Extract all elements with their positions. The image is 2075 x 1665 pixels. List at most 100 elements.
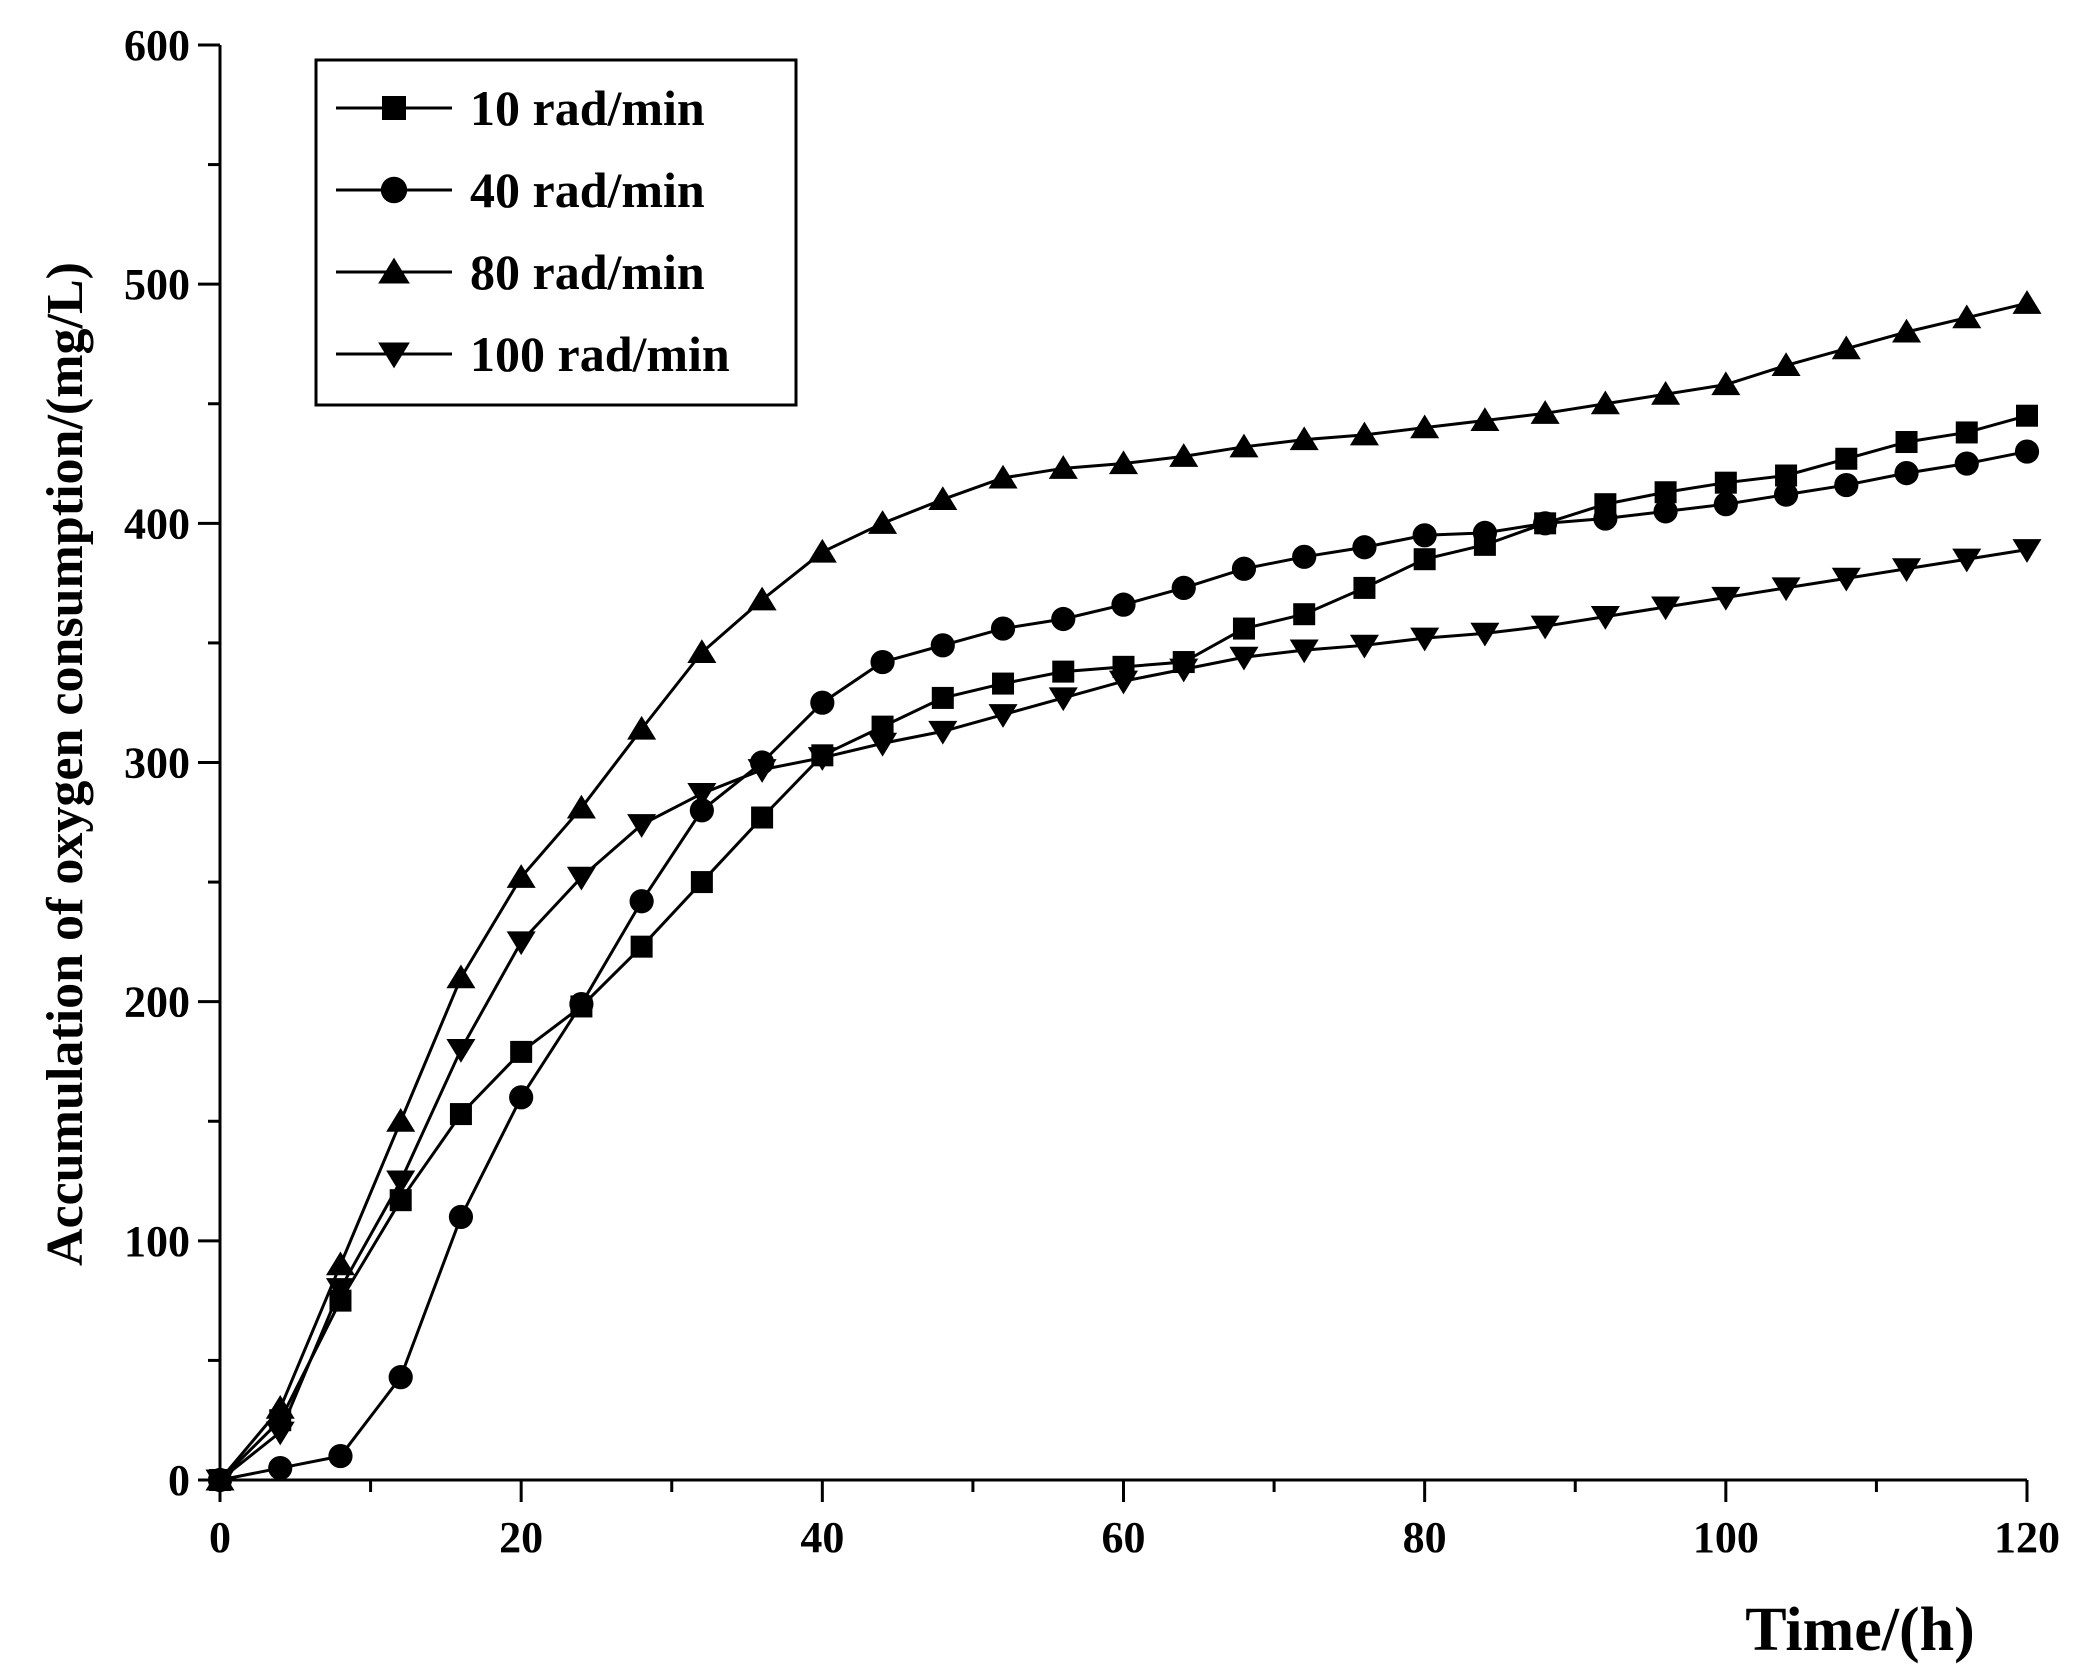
data-point (928, 720, 958, 745)
series-layer (205, 290, 2042, 1494)
data-point (1954, 451, 1979, 476)
data-point (389, 1189, 412, 1212)
legend: 10 rad/min 40 rad/min 80 rad/min 100 rad/mi… (314, 58, 798, 407)
x-tick-label: 0 (209, 1513, 231, 1562)
data-point (1775, 464, 1798, 487)
data-point (1108, 670, 1139, 695)
data-point (1533, 511, 1558, 536)
data-point (1349, 634, 1379, 659)
data-point (1714, 471, 1737, 494)
legend-label: 100 rad/min (470, 326, 730, 382)
data-point (687, 783, 717, 807)
x-tick-label: 80 (1403, 1513, 1447, 1562)
data-point (1413, 548, 1436, 571)
data-point (325, 1278, 355, 1302)
data-point (1048, 687, 1078, 712)
legend-entry: 10 rad/min (336, 80, 705, 136)
data-point (265, 1421, 295, 1446)
data-point (1653, 499, 1678, 524)
data-point (449, 1103, 472, 1126)
legend-label: 80 rad/min (470, 244, 705, 300)
data-point (446, 1038, 476, 1063)
data-point (1410, 627, 1440, 652)
data-point (386, 1108, 416, 1132)
data-point (1349, 421, 1379, 446)
data-point (1231, 556, 1257, 581)
y-axis: 0 100 200 300 400 500 600 (124, 21, 220, 1505)
data-point (2012, 290, 2042, 314)
data-point (992, 672, 1015, 695)
data-point (1654, 481, 1677, 504)
data-point (931, 686, 954, 709)
data-point (1831, 335, 1861, 360)
data-point (2014, 439, 2040, 464)
data-point (1229, 646, 1259, 671)
data-point (325, 1251, 355, 1276)
data-point (268, 1455, 293, 1481)
legend-marker (378, 342, 410, 369)
data-point (1169, 658, 1199, 683)
data-point (868, 510, 898, 534)
y-tick-label: 400 (124, 499, 190, 548)
data-point (928, 486, 958, 510)
y-tick-label: 600 (124, 21, 190, 70)
data-point (1590, 606, 1620, 630)
data-point (1651, 596, 1681, 621)
data-point (388, 1365, 413, 1390)
data-point (1590, 390, 1620, 415)
data-point (1895, 431, 1918, 454)
data-point (810, 690, 835, 715)
data-point (205, 1469, 235, 1494)
data-point (1051, 606, 1076, 632)
data-point (566, 866, 596, 891)
data-point (1894, 461, 1919, 486)
data-point (328, 1443, 353, 1469)
data-point (689, 798, 714, 823)
data-point (807, 538, 837, 563)
data-point (1111, 592, 1136, 617)
data-point (566, 794, 596, 819)
data-point (1232, 617, 1255, 640)
data-point (870, 649, 895, 675)
x-axis: 0 20 40 60 80 100 120 (209, 1480, 2060, 1562)
data-point (1169, 443, 1199, 467)
data-point (990, 616, 1016, 641)
data-point (446, 964, 476, 989)
data-point (1835, 447, 1858, 470)
data-point (509, 1085, 534, 1110)
data-point (1470, 622, 1500, 647)
data-point (1293, 603, 1316, 626)
data-point (1530, 615, 1560, 640)
legend-entry: 100 rad/min (336, 326, 730, 382)
y-axis-title: Accumulation of oxygen consumption/(mg/L… (37, 262, 94, 1266)
data-point (1289, 426, 1319, 451)
data-point (2016, 404, 2038, 427)
series-100-rad-min (205, 539, 2042, 1494)
legend-entry: 40 rad/min (336, 162, 705, 218)
legend-marker (382, 96, 406, 120)
x-axis-title: Time/(h) (1745, 1596, 1975, 1664)
data-point (1892, 318, 1922, 343)
legend-label: 10 rad/min (470, 80, 705, 136)
x-tick-label: 60 (1102, 1513, 1146, 1562)
legend-marker (380, 176, 408, 204)
data-point (1292, 544, 1317, 569)
data-point (1171, 575, 1196, 601)
data-point (630, 935, 653, 958)
y-tick-label: 300 (124, 739, 190, 788)
data-point (2012, 539, 2042, 563)
data-point (1593, 506, 1618, 531)
y-tick-label: 0 (168, 1456, 190, 1505)
data-point (1352, 535, 1377, 560)
data-point (988, 704, 1018, 728)
data-point (569, 991, 594, 1017)
data-point (1412, 523, 1437, 548)
y-tick-label: 500 (124, 260, 190, 309)
data-point (747, 759, 777, 783)
data-point (1353, 576, 1376, 599)
data-point (1711, 371, 1741, 396)
legend-marker (378, 257, 410, 284)
x-tick-label: 40 (800, 1513, 844, 1562)
